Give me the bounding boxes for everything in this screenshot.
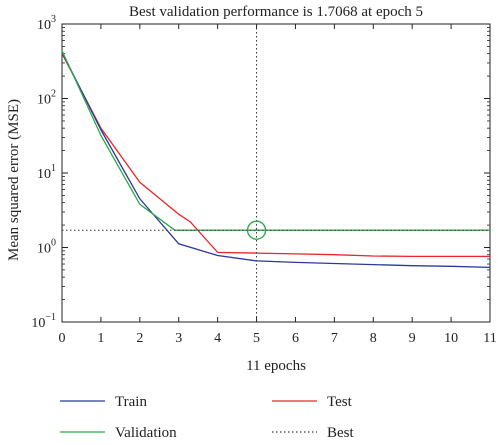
- x-tick-label: 2: [136, 331, 143, 346]
- y-axis-label: Mean squared error (MSE): [6, 99, 22, 261]
- x-tick-label: 9: [409, 331, 416, 346]
- series-line-validation: [61, 50, 490, 231]
- legend-label-test: Test: [327, 394, 353, 410]
- y-tick-label: 102: [37, 89, 56, 108]
- x-tick-label: 6: [292, 331, 299, 346]
- legend: Train Test Validation Best: [60, 394, 355, 441]
- plot-area: 0 1 2 3 4 5 6 7 8 9 10 11 103 102 101 100 10−1: [31, 14, 496, 346]
- y-tick-label: 101: [37, 163, 56, 182]
- plot-frame: [61, 23, 491, 323]
- series-line-train: [61, 51, 491, 269]
- legend-label-train: Train: [115, 394, 147, 410]
- x-tick-label: 1: [97, 331, 104, 346]
- x-tick-label: 11: [483, 331, 496, 346]
- x-tick-label: 10: [444, 331, 458, 346]
- series-line-test: [61, 53, 490, 258]
- x-tick-label: 0: [59, 331, 66, 346]
- x-tick-label: 4: [214, 331, 221, 346]
- legend-label-validation: Validation: [115, 425, 177, 441]
- best-marker: [246, 220, 267, 240]
- legend-label-best: Best: [327, 425, 355, 441]
- x-tick-label: 7: [331, 331, 338, 346]
- chart-title: Best validation performance is 1.7068 at…: [129, 4, 423, 20]
- x-axis-label: 11 epochs: [246, 358, 306, 374]
- y-tick-label: 103: [37, 14, 56, 33]
- y-tick-label: 100: [37, 238, 56, 257]
- x-tick-label: 5: [253, 331, 260, 346]
- x-tick-label: 3: [175, 331, 182, 346]
- x-tick-label: 8: [370, 331, 377, 346]
- y-tick-label: 10−1: [31, 312, 56, 331]
